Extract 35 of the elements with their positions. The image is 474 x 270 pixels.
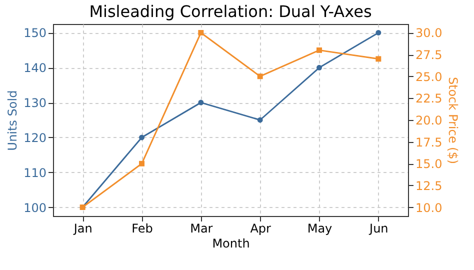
y2-tick-label: 20.0 <box>416 114 442 128</box>
point <box>376 56 382 62</box>
y2-tick-label: 27.5 <box>416 48 442 62</box>
y-tick-label: 150 <box>24 26 46 40</box>
chart-title: Misleading Correlation: Dual Y-Axes <box>89 2 372 21</box>
x-tick-label: Feb <box>132 222 153 236</box>
y2-tick-label: 30.0 <box>416 26 442 40</box>
y-tick-label: 100 <box>24 200 46 215</box>
y-tick-label: 130 <box>24 96 46 110</box>
x-tick-label: Mar <box>190 222 213 236</box>
point <box>376 30 382 36</box>
point <box>257 74 263 80</box>
y2-tick-label: 17.5 <box>416 135 442 150</box>
y-tick-label: 120 <box>24 130 46 145</box>
point <box>198 30 204 36</box>
point <box>316 64 322 70</box>
y-axis-title: Units Sold <box>6 90 20 151</box>
y2-axis-title: Stock Price ($) <box>446 76 460 164</box>
x-tick-label: Apr <box>250 222 272 236</box>
y2-tick-label: 22.5 <box>416 92 442 106</box>
y2-tick-label: 25.0 <box>416 70 442 84</box>
point <box>139 134 144 140</box>
y2-tick-label: 15.0 <box>416 157 442 172</box>
y-tick-label: 140 <box>24 61 46 76</box>
point <box>198 100 204 106</box>
point <box>316 47 322 53</box>
y2-tick-label: 10.0 <box>416 200 442 215</box>
x-tick-label: May <box>307 222 332 236</box>
point <box>139 160 144 166</box>
point <box>257 117 263 123</box>
x-tick-label: Jun <box>368 222 388 236</box>
y-tick-label: 110 <box>24 166 46 180</box>
x-tick-label: Jan <box>72 222 92 236</box>
y2-tick-label: 12.5 <box>416 178 442 193</box>
x-axis-title: Month <box>212 236 250 250</box>
